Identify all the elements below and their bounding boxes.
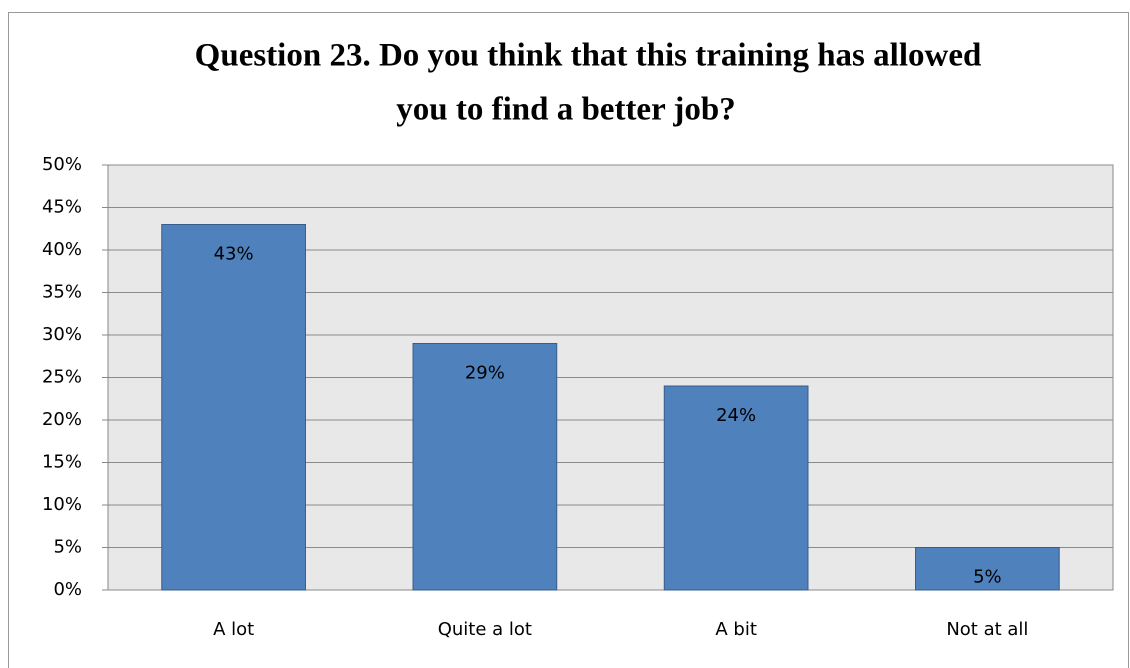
x-tick-label: Quite a lot <box>438 619 532 640</box>
y-tick-label: 25% <box>42 367 82 388</box>
y-tick-label: 10% <box>42 494 82 515</box>
chart-title: you to find a better job? <box>396 92 735 128</box>
bar <box>161 224 306 591</box>
y-tick-label: 15% <box>42 452 82 473</box>
y-tick-label: 30% <box>42 324 82 345</box>
bar <box>915 547 1060 591</box>
data-label: 43% <box>214 244 254 265</box>
x-tick-label: A lot <box>213 619 254 640</box>
x-tick-label: A bit <box>715 619 757 640</box>
data-label: 5% <box>973 567 1002 588</box>
x-tick-label: Not at all <box>946 619 1028 640</box>
y-tick-label: 50% <box>42 154 82 175</box>
data-label: 29% <box>465 363 505 384</box>
bar <box>412 343 558 591</box>
y-tick-label: 5% <box>53 537 82 558</box>
y-tick-label: 0% <box>53 579 82 600</box>
data-label: 24% <box>716 405 756 426</box>
bar <box>663 385 809 591</box>
y-tick-label: 35% <box>42 282 82 303</box>
y-tick-label: 40% <box>42 239 82 260</box>
y-tick-label: 20% <box>42 409 82 430</box>
chart-title: Question 23. Do you think that this trai… <box>195 38 982 74</box>
y-tick-label: 45% <box>42 197 82 218</box>
